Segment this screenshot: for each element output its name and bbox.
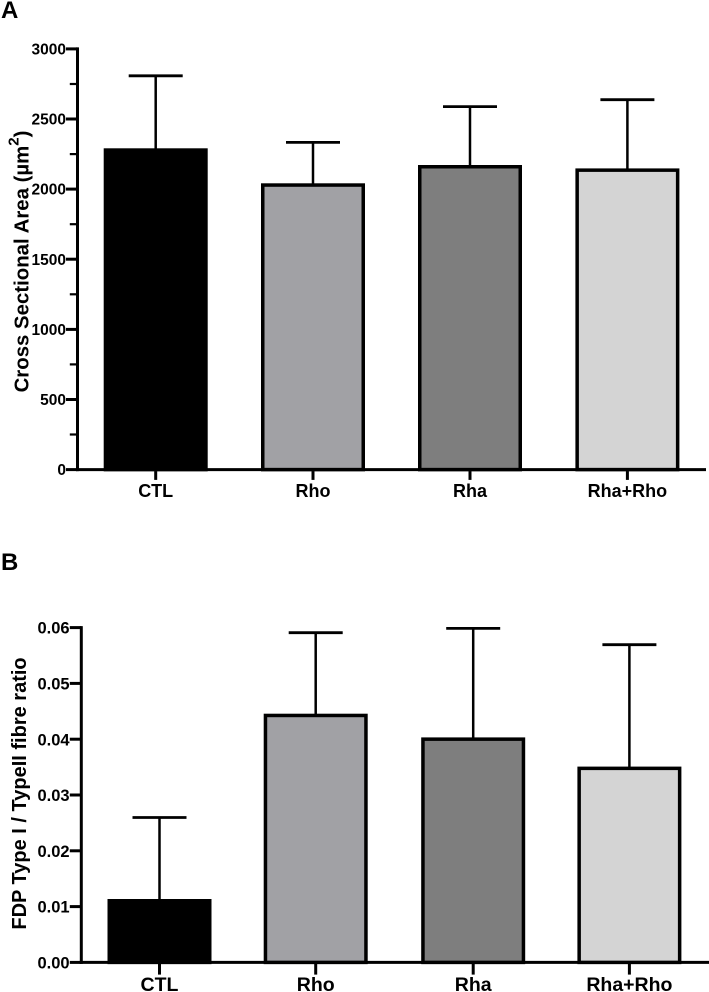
svg-text:Rha+Rho: Rha+Rho xyxy=(588,481,668,501)
svg-text:CTL: CTL xyxy=(141,974,179,992)
svg-text:0: 0 xyxy=(57,462,66,479)
svg-text:B: B xyxy=(1,549,18,576)
svg-text:Rho: Rho xyxy=(296,481,331,501)
svg-text:Cross Sectional Area (µm2): Cross Sectional Area (µm2) xyxy=(6,131,34,393)
svg-text:0.03: 0.03 xyxy=(37,787,69,805)
svg-text:500: 500 xyxy=(40,392,66,409)
svg-text:0.04: 0.04 xyxy=(37,731,70,749)
svg-text:2000: 2000 xyxy=(32,182,66,199)
svg-text:Rho: Rho xyxy=(297,974,335,992)
svg-text:0.02: 0.02 xyxy=(37,843,69,861)
svg-text:1000: 1000 xyxy=(32,322,66,339)
svg-text:Rha+Rho: Rha+Rho xyxy=(586,974,672,992)
svg-text:0.00: 0.00 xyxy=(37,955,69,973)
svg-text:CTL: CTL xyxy=(138,481,173,501)
svg-text:0.05: 0.05 xyxy=(37,676,69,694)
svg-text:0.06: 0.06 xyxy=(37,620,69,638)
svg-text:3000: 3000 xyxy=(32,42,66,59)
svg-text:Rha: Rha xyxy=(453,481,488,501)
svg-text:A: A xyxy=(1,0,18,24)
svg-text:Rha: Rha xyxy=(455,974,492,992)
svg-text:FDP Type I / TypeII fibre rati: FDP Type I / TypeII fibre ratio xyxy=(9,657,31,929)
svg-text:2500: 2500 xyxy=(32,112,66,129)
svg-text:0.01: 0.01 xyxy=(37,899,69,917)
svg-text:1500: 1500 xyxy=(32,252,66,269)
